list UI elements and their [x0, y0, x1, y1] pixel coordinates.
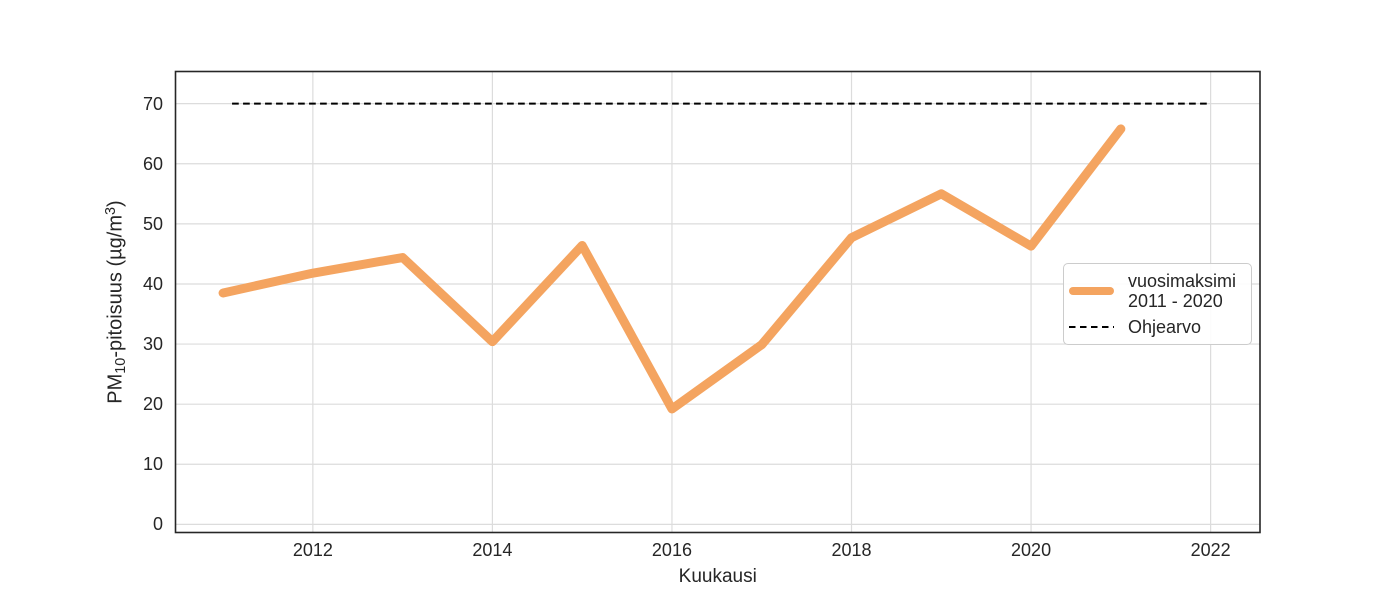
- y-axis-label-subscript: 10: [112, 357, 129, 374]
- legend-swatch-wrap: [1069, 326, 1115, 328]
- x-tick-label: 2014: [472, 540, 513, 560]
- y-axis-label-prefix: PM: [104, 373, 127, 404]
- x-tick-label: 2020: [1011, 540, 1052, 560]
- legend: vuosimaksimi 2011 - 2020 Ohjearvo: [1063, 263, 1252, 345]
- orange-line-swatch-icon: [1069, 287, 1114, 295]
- x-tick-label: 2018: [831, 540, 872, 560]
- y-tick-label: 40: [142, 273, 163, 294]
- x-tick-label: 2016: [651, 540, 692, 560]
- y-axis-label-suffix: ): [104, 200, 127, 207]
- legend-label-ohjearvo: Ohjearvo: [1128, 317, 1202, 337]
- legend-label-line1: vuosimaksimi: [1128, 271, 1237, 291]
- y-tick-label: 50: [142, 213, 163, 234]
- y-axis-label-superscript: 3: [103, 206, 120, 215]
- y-tick-label: 60: [142, 153, 163, 174]
- legend-label-line2: 2011 - 2020: [1128, 291, 1223, 311]
- y-tick-label: 20: [142, 394, 163, 415]
- y-axis-label: PM10-pitoisuus (µg/m3): [103, 200, 129, 403]
- x-axis-label: Kuukausi: [678, 566, 757, 587]
- y-tick-label: 0: [152, 514, 163, 535]
- y-tick-label: 30: [142, 334, 163, 355]
- plot-spines: [174, 70, 1261, 534]
- legend-swatch-wrap: [1069, 287, 1115, 295]
- series-line-vuosimaksimi: [218, 124, 1126, 414]
- legend-label-vuosimaksimi: vuosimaksimi 2011 - 2020: [1128, 271, 1236, 311]
- dashed-line-swatch-icon: [1069, 326, 1114, 328]
- y-axis-label-mid: -pitoisuus (µg/m: [104, 214, 127, 358]
- y-tick-label: 10: [142, 454, 163, 475]
- legend-item-ohjearvo: Ohjearvo: [1069, 317, 1243, 337]
- legend-item-vuosimaksimi: vuosimaksimi 2011 - 2020: [1069, 271, 1243, 311]
- y-tick-label: 70: [142, 93, 163, 114]
- x-tick-label: 2012: [292, 540, 333, 560]
- x-tick-label: 2022: [1190, 540, 1231, 560]
